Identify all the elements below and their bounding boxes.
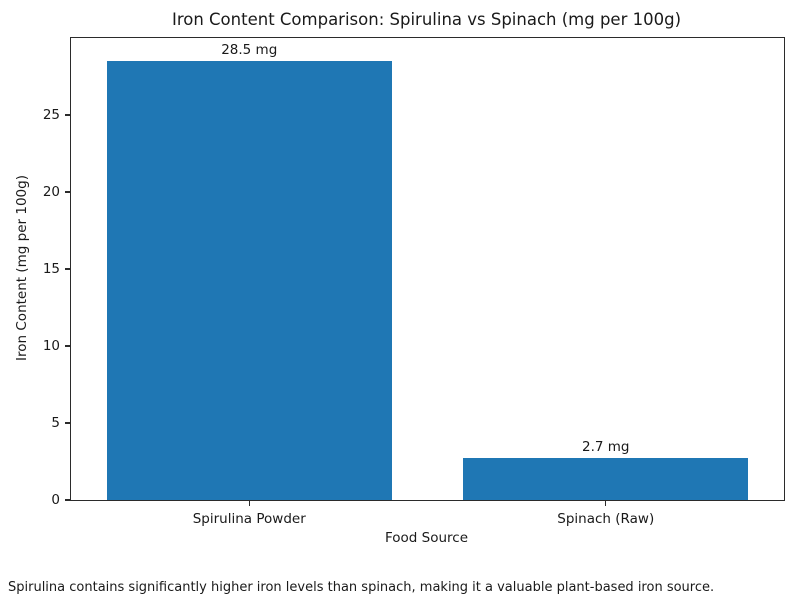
chart-title: Iron Content Comparison: Spirulina vs Sp…: [171, 10, 682, 29]
x-tick-label: Spirulina Powder: [192, 511, 306, 527]
y-axis-label: Iron Content (mg per 100g): [14, 175, 30, 361]
y-tick-label: 20: [42, 183, 60, 200]
bar-value-label: 2.7 mg: [582, 439, 630, 456]
x-tick: [605, 501, 607, 506]
y-tick-label: 5: [51, 415, 60, 431]
bar: [106, 61, 392, 500]
y-tick: [65, 499, 70, 501]
y-tick-label: 25: [42, 106, 60, 123]
y-tick-label: 10: [42, 337, 60, 354]
y-tick: [65, 422, 70, 424]
y-tick-label: 0: [51, 492, 60, 508]
bar: [463, 458, 749, 500]
y-tick: [65, 191, 70, 193]
x-tick-label: Spinach (Raw): [557, 511, 655, 527]
y-tick-label: 15: [42, 261, 60, 277]
x-tick: [248, 501, 250, 506]
y-tick: [65, 345, 70, 347]
y-tick: [65, 114, 70, 116]
y-tick: [65, 268, 70, 270]
plot-area: 0 5 10 15 20 25 28.5 mg Spirulina Powder 2.7 mg S…: [43, 37, 785, 527]
x-axis-label: Food Source: [384, 530, 469, 546]
bar-value-label: 28.5 mg: [221, 42, 278, 59]
chart-caption: Spirulina contains significantly higher …: [8, 580, 715, 595]
